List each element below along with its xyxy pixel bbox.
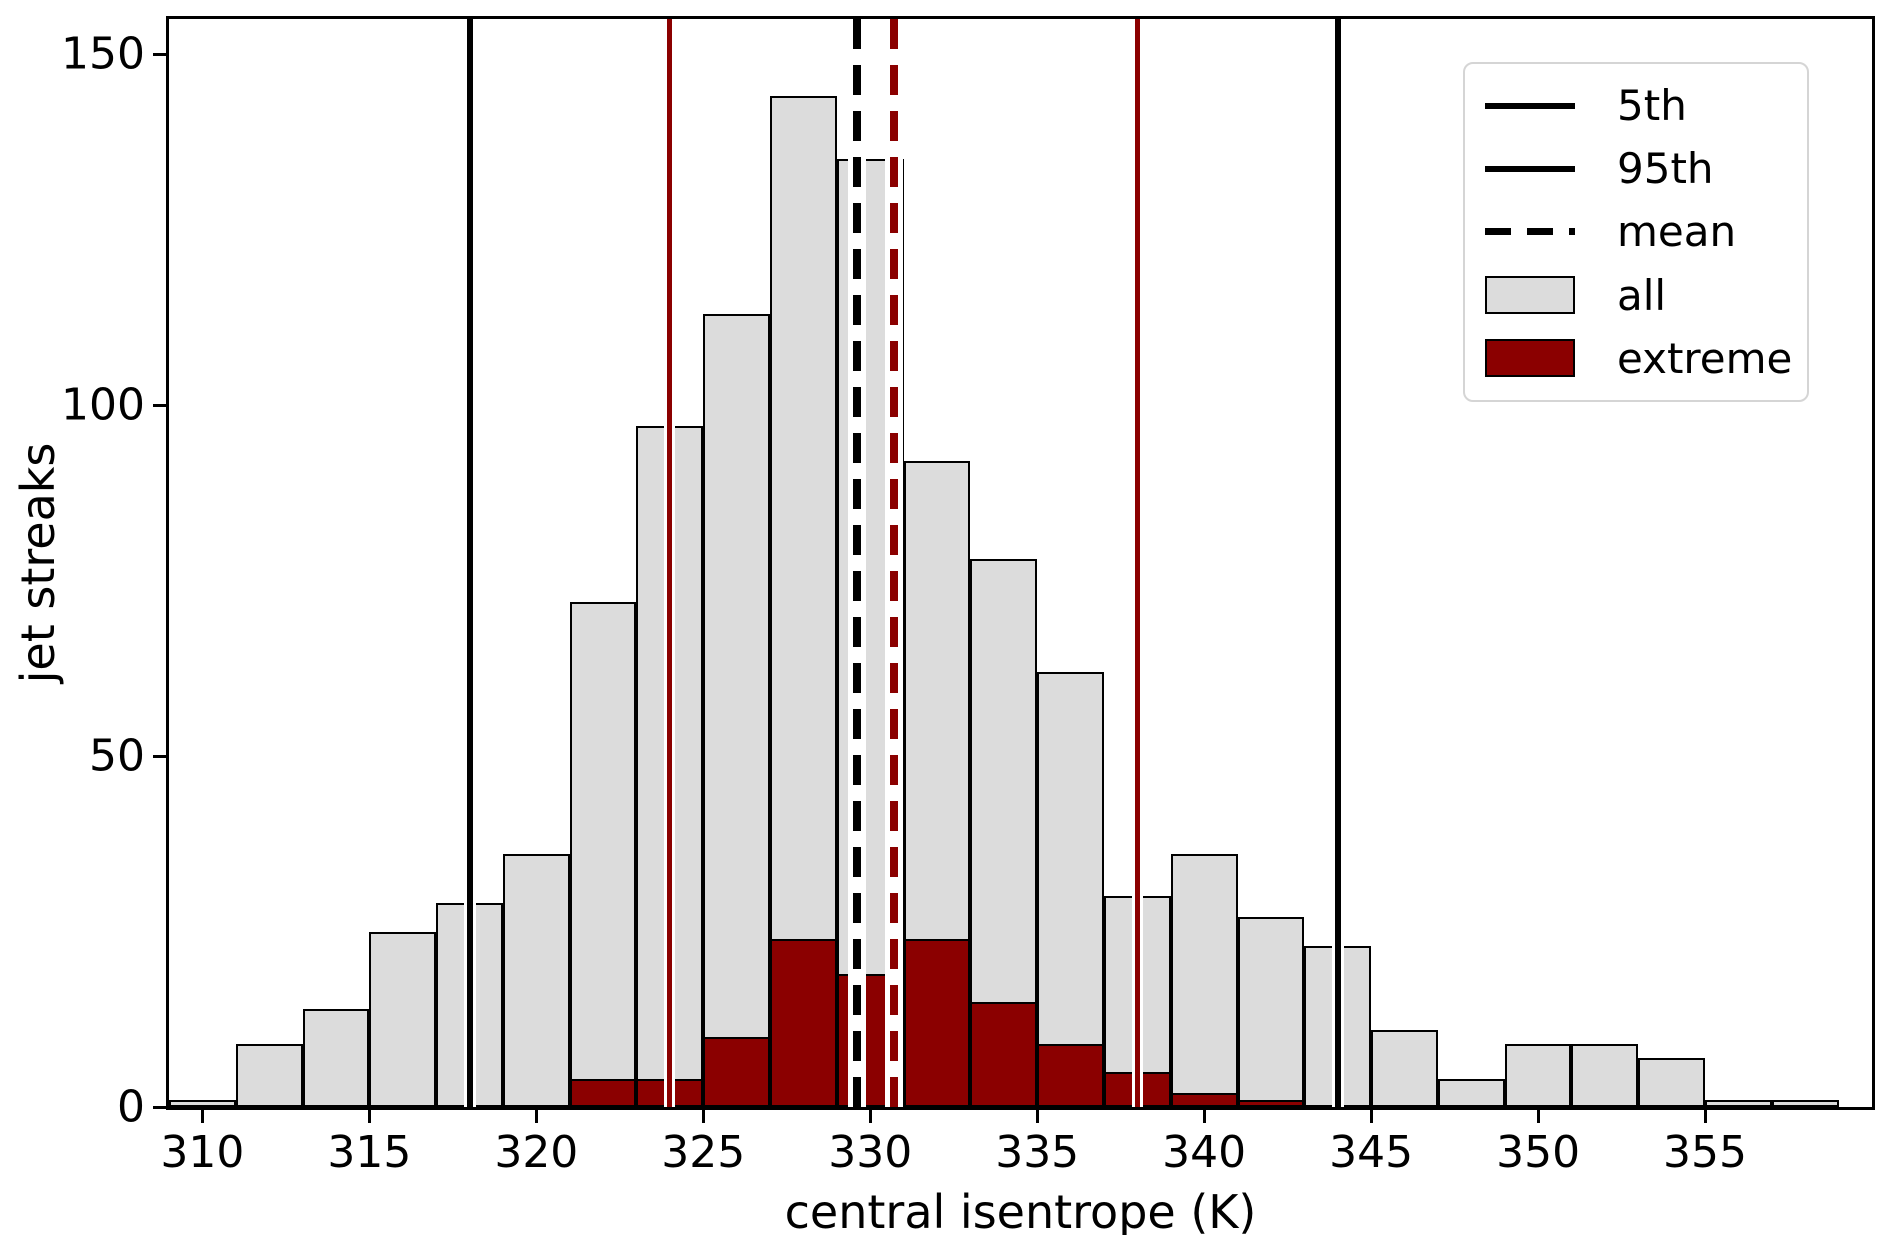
legend-item-extreme: extreme: [1485, 327, 1792, 389]
vline-extreme-95th: [1134, 19, 1140, 1107]
histogram-bar-all: [1237, 917, 1305, 1107]
y-tick-label: 150: [61, 28, 145, 80]
histogram-bar-all: [1037, 671, 1104, 1107]
y-tick-mark: [153, 1105, 166, 1109]
legend-item-5th: 5th: [1485, 75, 1787, 137]
histogram-bar-extreme: [970, 1001, 1038, 1107]
histogram-bar-all: [1170, 854, 1238, 1107]
histogram-bar-extreme: [770, 938, 837, 1107]
vline-extreme-mean: [889, 19, 898, 1107]
legend-label: 5th: [1617, 81, 1687, 131]
histogram-bar-all: [235, 1043, 303, 1107]
x-tick-label: 350: [1496, 1127, 1581, 1178]
legend-line-sample: [1485, 102, 1575, 109]
legend-item-95th: 95th: [1485, 138, 1787, 200]
y-tick-label: 0: [117, 1081, 145, 1133]
histogram-bar-all: [169, 1099, 236, 1107]
histogram-bar-extreme: [1037, 1043, 1104, 1107]
vline-all-mean: [852, 19, 861, 1107]
vline-all-95th: [1334, 19, 1341, 1107]
vline-all-5th: [466, 19, 473, 1107]
x-tick-label: 310: [160, 1127, 245, 1178]
histogram-bar-all: [502, 854, 570, 1107]
x-tick-mark: [534, 1110, 538, 1123]
x-tick-mark: [367, 1110, 371, 1123]
histogram-bar-extreme: [1237, 1099, 1305, 1107]
legend-item-mean: mean: [1485, 201, 1787, 263]
x-tick-label: 335: [995, 1127, 1080, 1178]
y-tick-label: 100: [61, 379, 145, 431]
x-tick-mark: [1536, 1110, 1540, 1123]
x-tick-label: 315: [327, 1127, 412, 1178]
vline-extreme-5th: [667, 19, 673, 1107]
histogram-bar-all: [302, 1008, 370, 1107]
x-tick-mark: [868, 1110, 872, 1123]
x-tick-mark: [701, 1110, 705, 1123]
histogram-bar-all: [369, 931, 437, 1107]
x-tick-label: 340: [1162, 1127, 1247, 1178]
histogram-bar-extreme: [703, 1036, 771, 1107]
legend-patch-sample: [1485, 339, 1575, 378]
histogram-bar-all: [770, 96, 837, 1107]
legend-label: mean: [1617, 207, 1737, 257]
x-tick-mark: [1202, 1110, 1206, 1123]
histogram-bar-all: [703, 313, 771, 1107]
legend-dashed-line-sample: [1485, 228, 1575, 236]
y-tick-label: 50: [89, 730, 145, 782]
histogram-bar-extreme: [569, 1078, 637, 1107]
legend-item-all: all: [1485, 264, 1787, 326]
histogram-bar-all: [1638, 1057, 1706, 1107]
x-tick-mark: [1369, 1110, 1373, 1123]
y-tick-mark: [153, 403, 166, 407]
x-tick-mark: [1035, 1110, 1039, 1123]
legend-label: extreme: [1617, 333, 1793, 383]
histogram-bar-all: [1705, 1099, 1772, 1107]
x-tick-label: 320: [494, 1127, 579, 1178]
y-axis-label: jet streaks: [11, 442, 65, 684]
x-tick-label: 325: [661, 1127, 746, 1178]
histogram-bar-all: [1771, 1099, 1839, 1107]
histogram-bar-all: [1504, 1043, 1572, 1107]
legend-label: all: [1617, 270, 1667, 320]
x-tick-label: 345: [1329, 1127, 1414, 1178]
x-tick-label: 355: [1663, 1127, 1748, 1178]
legend: 5th 95th mean all extreme: [1463, 62, 1809, 402]
y-tick-mark: [153, 52, 166, 56]
x-tick-label: 330: [828, 1127, 913, 1178]
histogram-bar-extreme: [903, 938, 971, 1107]
histogram-bar-all: [1437, 1078, 1505, 1107]
histogram-bar-all: [1371, 1029, 1438, 1107]
legend-label: 95th: [1617, 144, 1714, 194]
histogram-bar-all: [1571, 1043, 1639, 1107]
y-tick-mark: [153, 754, 166, 758]
legend-patch-sample: [1485, 276, 1575, 315]
histogram-bar-all: [569, 601, 637, 1107]
legend-line-sample: [1485, 165, 1575, 172]
x-tick-mark: [1703, 1110, 1707, 1123]
x-tick-mark: [200, 1110, 204, 1123]
x-axis-label: central isentrope (K): [784, 1185, 1257, 1235]
histogram-bar-extreme: [1170, 1092, 1238, 1107]
